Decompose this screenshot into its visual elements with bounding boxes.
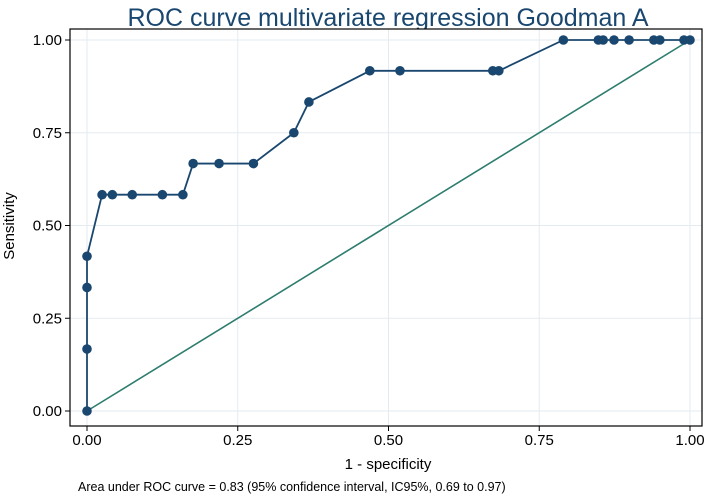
- roc-point: [598, 35, 608, 45]
- x-tick-label: 1.00: [675, 432, 704, 449]
- x-tick-label: 0.25: [223, 432, 252, 449]
- roc-point: [655, 35, 665, 45]
- chart-title: ROC curve multivariate regression Goodma…: [127, 4, 648, 32]
- roc-point: [127, 189, 138, 200]
- x-axis-label: 1 - specificity: [345, 456, 432, 473]
- roc-point: [178, 189, 188, 200]
- roc-point: [558, 35, 569, 45]
- y-tick-label: 0.00: [33, 403, 62, 420]
- series-layer: [82, 35, 695, 416]
- roc-point: [248, 158, 259, 169]
- axis-ticks: 0.00 0.25 0.50 0.75 1.00 0.00 0.25 0.50 0.75 1.00: [33, 32, 705, 449]
- roc-point: [157, 189, 168, 200]
- roc-point: [188, 158, 198, 169]
- roc-point: [494, 65, 504, 76]
- roc-point: [624, 35, 634, 45]
- roc-point: [82, 282, 92, 293]
- roc-point: [82, 251, 92, 262]
- roc-point: [214, 158, 224, 169]
- y-tick-label: 0.50: [33, 218, 62, 235]
- roc-point: [609, 35, 619, 45]
- roc-point: [82, 406, 92, 416]
- roc-point: [289, 127, 299, 138]
- roc-point: [82, 344, 92, 354]
- roc-point: [304, 97, 314, 107]
- roc-point: [97, 189, 107, 200]
- x-tick-label: 0.50: [374, 432, 403, 449]
- y-axis-label: Sensitivity: [1, 192, 18, 260]
- reference-line: [86, 39, 691, 412]
- roc-point: [395, 65, 405, 76]
- x-tick-label: 0.00: [72, 432, 101, 449]
- x-tick-label: 0.75: [525, 432, 554, 449]
- auc-note: Area under ROC curve = 0.83 (95% confide…: [78, 480, 506, 494]
- plot-frame: [69, 28, 703, 427]
- roc-point: [107, 189, 118, 200]
- y-tick-label: 1.00: [33, 32, 62, 49]
- roc-point: [365, 65, 375, 76]
- y-tick-label: 0.25: [33, 310, 62, 327]
- y-tick-label: 0.75: [33, 125, 62, 142]
- roc-point: [685, 35, 695, 45]
